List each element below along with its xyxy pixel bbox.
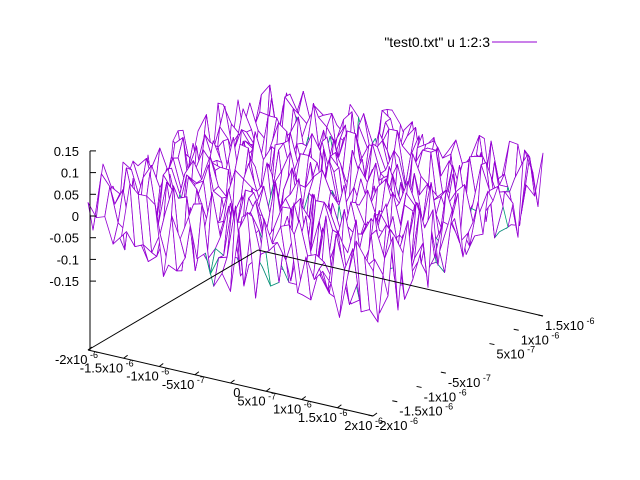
surface-mesh	[87, 84, 544, 323]
x-tick-mark	[372, 412, 378, 417]
y-tick-mark	[392, 400, 398, 403]
y-tick-mark	[489, 343, 495, 346]
y-tick-label: -1x10 -6	[424, 387, 467, 404]
y-tick-label: 1.5x10 -6	[545, 316, 595, 333]
x-tick-exponent: -7	[266, 391, 277, 401]
x-tick-exponent: -6	[87, 350, 98, 360]
y-axis-line	[87, 249, 259, 351]
y-tick-label: -1.5x10 -6	[399, 402, 453, 419]
x-tick-mark	[265, 387, 271, 392]
y-tick-label: -5x10 -7	[448, 373, 491, 390]
x-tick-label: 5x10 -7	[237, 391, 276, 408]
x-tick-mark	[337, 404, 342, 409]
legend: "test0.txt" u 1:2:3	[384, 34, 537, 50]
y-tick-exponent: -6	[443, 402, 454, 412]
y-tick-exponent: -6	[549, 330, 560, 340]
y-tick-exponent: -6	[584, 316, 595, 326]
z-tick-label: -0.05	[49, 231, 79, 246]
x-axis-ticks: -2x10 -6-1.5x10 -6-1x10 -6-5x10 -7 05x10 …	[55, 346, 383, 433]
z-tick-label: -0.1	[57, 252, 79, 267]
legend-label: "test0.txt" u 1:2:3	[384, 34, 490, 50]
y-tick-mark	[367, 414, 374, 417]
x-tick-mark	[230, 379, 235, 384]
x-tick-exponent: -6	[123, 358, 134, 368]
y-tick-label: -2x10 -6	[375, 416, 418, 433]
x-tick-mark	[123, 354, 128, 359]
x-tick-label: -1x10 -6	[126, 367, 169, 384]
y-tick-exponent: -6	[456, 387, 467, 397]
y-tick-exponent: -6	[408, 416, 419, 426]
z-tick-label: 0.05	[54, 187, 79, 202]
z-axis-ticks: 0.15 0.1 0.05 0 -0.05 -0.1 -0.15	[49, 144, 96, 289]
z-tick-label: 0.1	[61, 166, 79, 181]
x-tick-mark	[158, 363, 164, 367]
x-tick-mark	[194, 371, 200, 376]
base-back-edge	[257, 249, 544, 317]
y-tick-mark	[440, 371, 446, 374]
surface-cell	[364, 256, 379, 323]
x-tick-exponent: -6	[159, 367, 170, 377]
x-tick-exponent: -6	[337, 408, 348, 418]
x-tick-label: 1.5x10 -6	[298, 408, 348, 425]
z-tick-label: -0.15	[49, 274, 79, 289]
x-tick-exponent: -6	[301, 400, 312, 410]
y-tick-mark	[416, 385, 422, 388]
y-tick-exponent: -7	[525, 345, 536, 355]
x-tick-label: -1.5x10 -6	[80, 358, 134, 375]
z-tick-label: 0.15	[54, 144, 79, 159]
x-tick-mark	[301, 396, 307, 400]
x-tick-exponent: -6	[372, 416, 383, 426]
y-tick-exponent: -7	[480, 373, 491, 383]
x-tick-label: -5x10 -7	[162, 375, 205, 392]
y-tick-mark	[537, 314, 544, 317]
z-tick-label: 0	[72, 209, 79, 224]
x-tick-mark	[87, 346, 93, 351]
x-tick-label: 0	[233, 385, 240, 400]
x-tick-exponent: -7	[194, 375, 205, 385]
x-tick-label: -2x10 -6	[55, 350, 98, 367]
y-tick-mark	[513, 328, 519, 331]
